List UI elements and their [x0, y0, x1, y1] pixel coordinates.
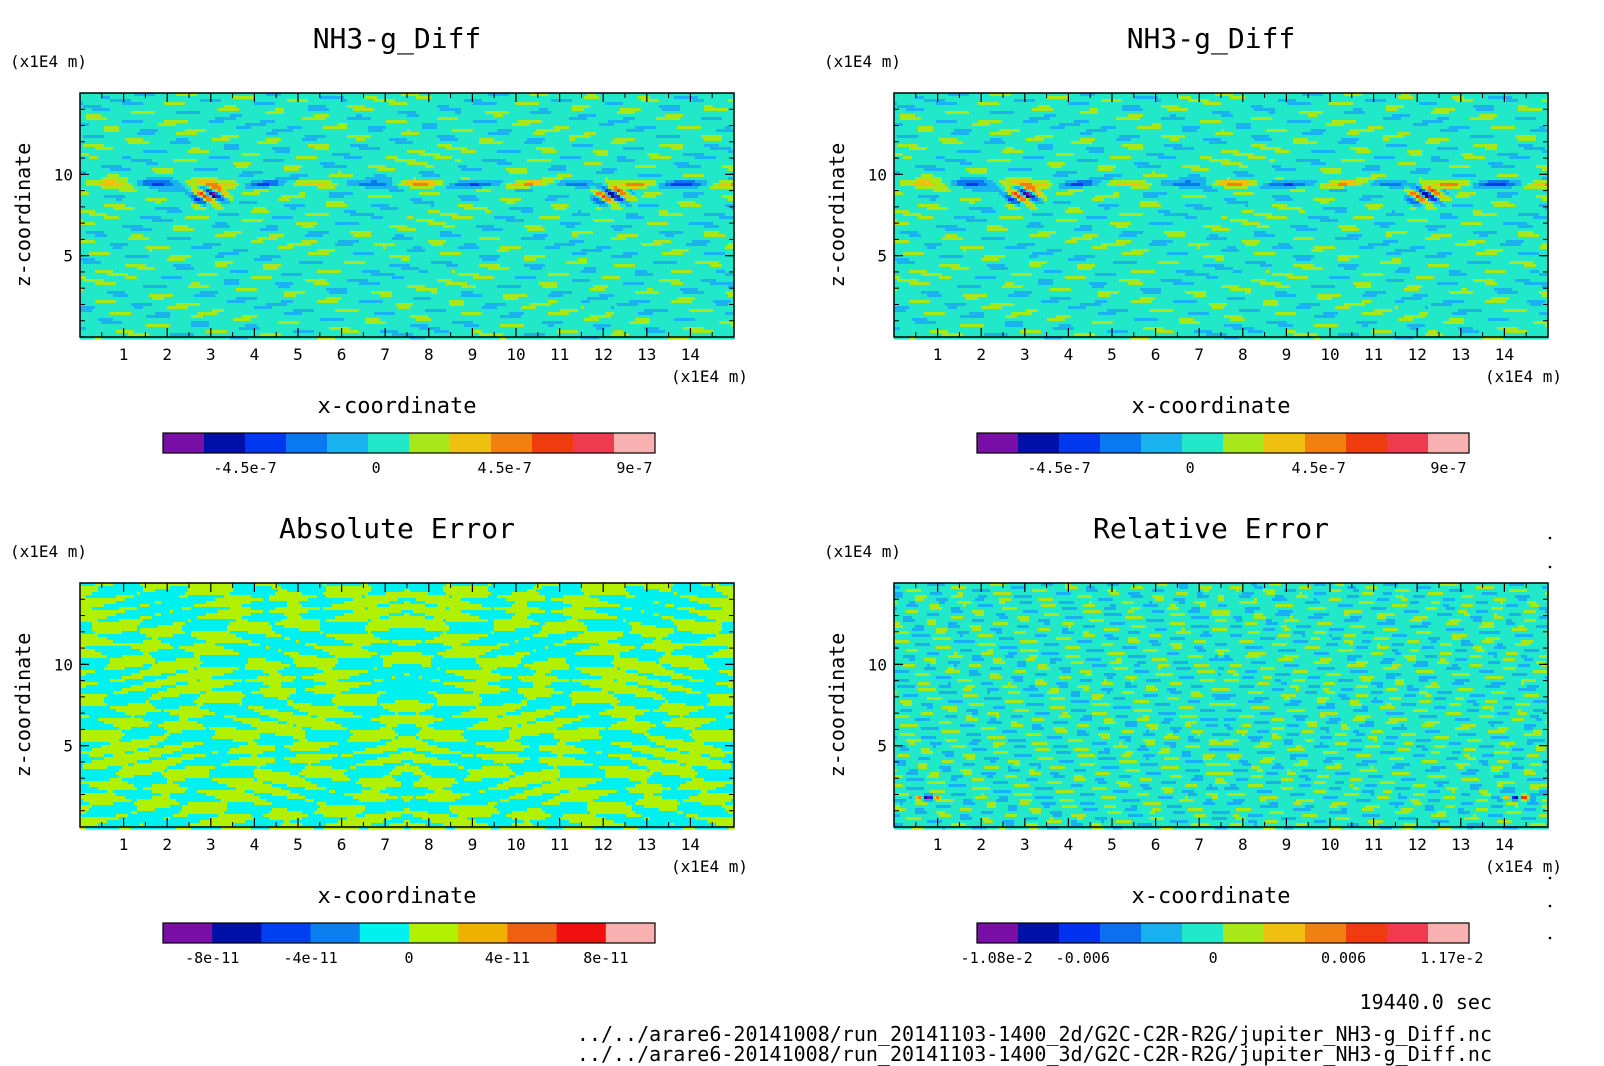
chart-title: NH3-g_Diff — [313, 22, 482, 56]
chart-panel-1: NH3-g_Diff(x1E4 m)1 2 3 4 5 6 7 8 9 10 11 12 13 14510… — [10, 22, 748, 477]
figure-canvas: NH3-g_Diff(x1E4 m)1 2 3 4 5 6 7 8 9 10 11 12 13 14510… — [0, 0, 1604, 1054]
heatmap-field — [80, 93, 735, 340]
y-unit-label: (x1E4 m) — [10, 52, 87, 71]
